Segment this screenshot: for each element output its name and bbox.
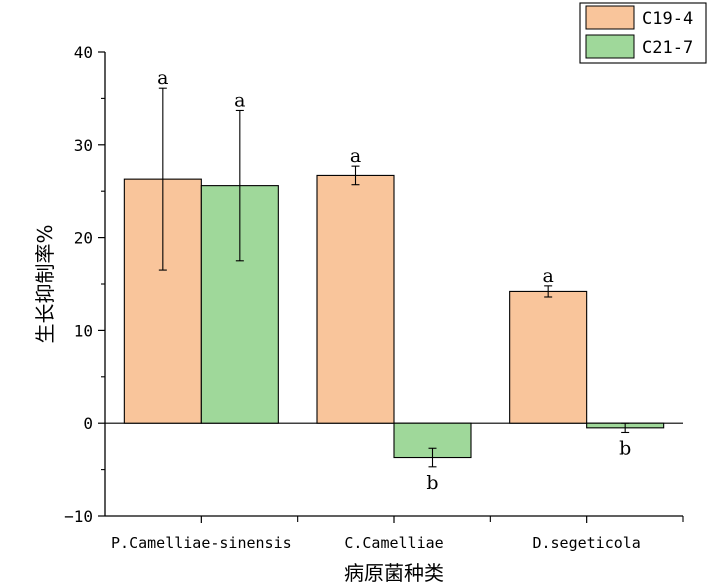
significance-label: a (157, 67, 168, 89)
y-tick-label: 20 (74, 229, 93, 248)
y-axis-title: 生长抑制率% (33, 224, 57, 343)
significance-label: b (619, 437, 631, 459)
significance-label: a (350, 145, 361, 167)
error-bars-group (158, 87, 630, 468)
x-axis-title: 病原菌种类 (344, 561, 444, 584)
significance-labels-group: a a a b a b (157, 67, 631, 494)
bar-c19-4-3 (509, 290, 588, 424)
legend-label-c19-4: C19-4 (642, 9, 693, 29)
significance-label: a (234, 89, 245, 111)
x-tick-label: P.Camelliae-sinensis (111, 534, 292, 552)
y-tick-label: 30 (74, 136, 93, 155)
bar-c19-4-2 (316, 174, 395, 424)
y-tick-label: −10 (64, 507, 93, 526)
axes: −10 0 10 20 30 40 P.Camelliae-sinensis C.Camell… (64, 43, 684, 552)
legend-swatch-c21-7 (585, 34, 635, 59)
legend-swatch-c19-4 (585, 5, 635, 30)
legend: C19-4 C21-7 (579, 2, 707, 64)
y-tick-label: 40 (74, 43, 93, 62)
significance-label: a (543, 265, 554, 287)
legend-label-c21-7: C21-7 (642, 38, 693, 58)
significance-label: b (426, 472, 438, 494)
y-tick-label: 10 (74, 321, 93, 340)
bars-group (123, 174, 665, 459)
x-tick-label: D.segeticola (532, 534, 640, 552)
y-tick-label: 0 (83, 414, 93, 433)
x-tick-label: C.Camelliae (344, 534, 443, 552)
